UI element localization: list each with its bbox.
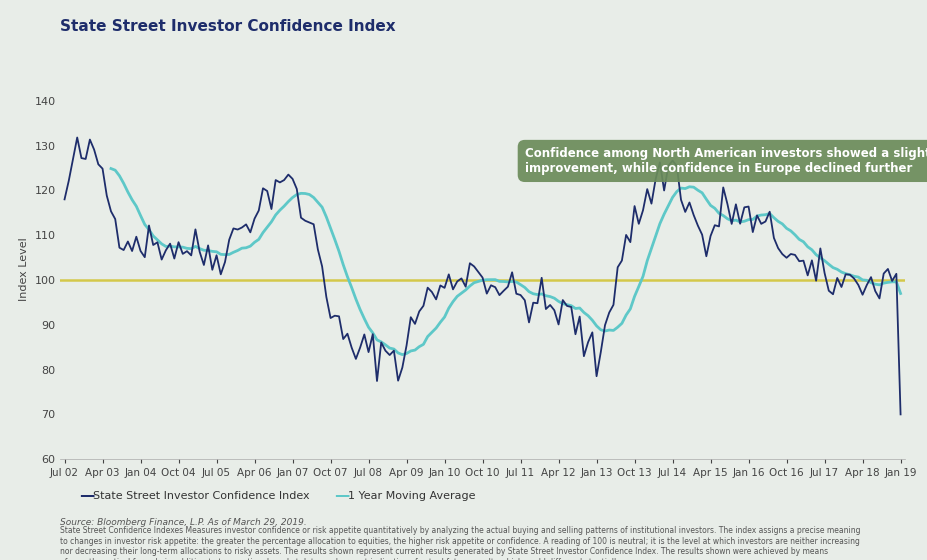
State Street Investor Confidence Index bbox=[894, 411, 905, 418]
1 Year Moving Average bbox=[359, 315, 370, 322]
1 Year Moving Average bbox=[435, 319, 446, 325]
State Street Investor Confidence Index bbox=[489, 284, 501, 291]
1 Year Moving Average bbox=[831, 266, 842, 273]
Text: State Street Confidence Indexes Measures investor confidence or risk appetite qu: State Street Confidence Indexes Measures… bbox=[60, 526, 860, 560]
Text: State Street Investor Confidence Index: State Street Investor Confidence Index bbox=[93, 491, 309, 501]
Text: Source: Bloomberg Finance, L.P. As of March 29, 2019.: Source: Bloomberg Finance, L.P. As of Ma… bbox=[60, 518, 307, 527]
Text: Confidence among North American investors showed a slight
improvement, while con: Confidence among North American investor… bbox=[525, 147, 927, 175]
Text: —: — bbox=[79, 488, 95, 503]
Text: —: — bbox=[334, 488, 349, 503]
1 Year Moving Average bbox=[485, 276, 496, 283]
1 Year Moving Average bbox=[865, 279, 876, 286]
1 Year Moving Average bbox=[781, 225, 792, 232]
State Street Investor Confidence Index bbox=[438, 284, 450, 291]
State Street Investor Confidence Index bbox=[869, 288, 880, 295]
State Street Investor Confidence Index bbox=[362, 349, 374, 356]
Line: State Street Investor Confidence Index: State Street Investor Confidence Index bbox=[65, 138, 899, 414]
State Street Investor Confidence Index bbox=[71, 134, 83, 141]
State Street Investor Confidence Index bbox=[835, 283, 846, 290]
State Street Investor Confidence Index bbox=[59, 196, 70, 203]
1 Year Moving Average bbox=[894, 290, 905, 297]
Line: 1 Year Moving Average: 1 Year Moving Average bbox=[111, 169, 899, 354]
Text: State Street Investor Confidence Index: State Street Investor Confidence Index bbox=[60, 18, 396, 34]
Text: 1 Year Moving Average: 1 Year Moving Average bbox=[348, 491, 475, 501]
Y-axis label: Index Level: Index Level bbox=[19, 237, 29, 301]
State Street Investor Confidence Index bbox=[784, 251, 795, 258]
